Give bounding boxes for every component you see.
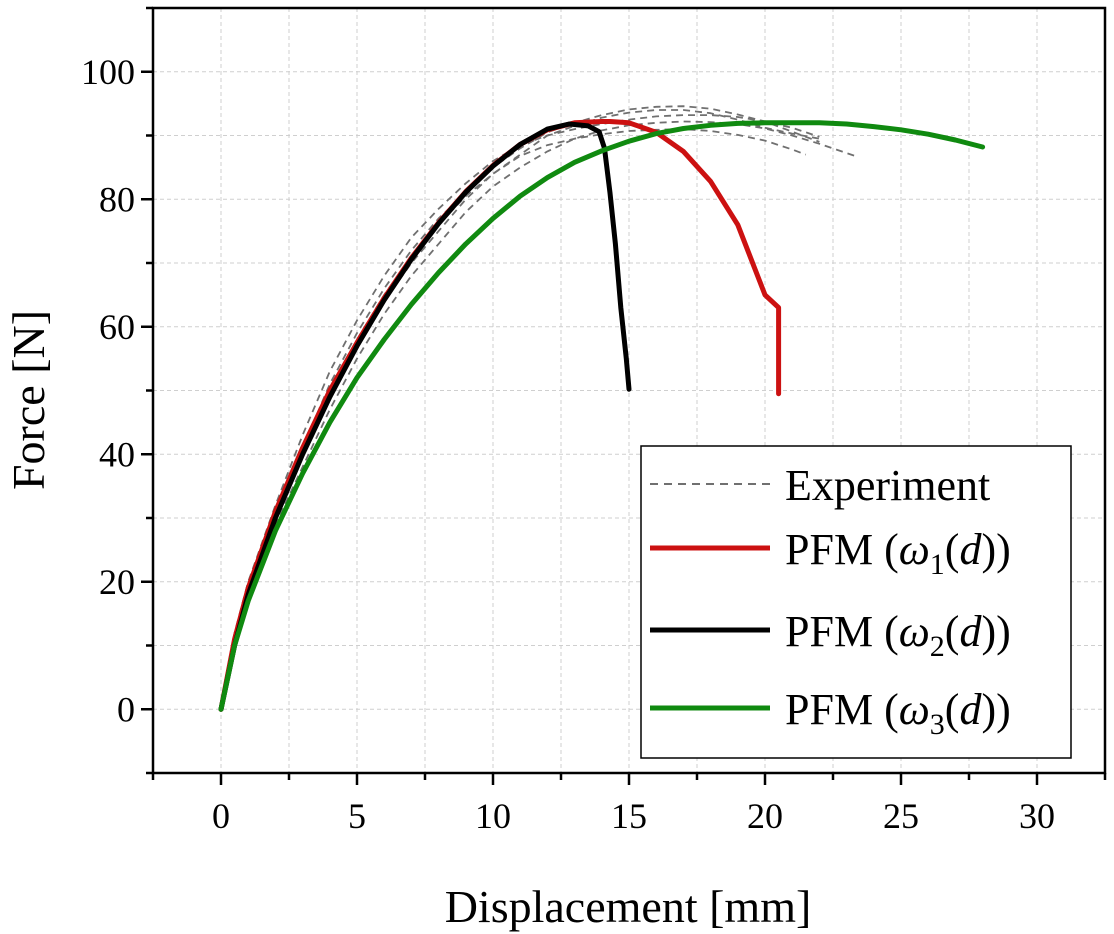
pfm-omega3-curve bbox=[218, 120, 986, 712]
y-tick-label: 0 bbox=[117, 689, 135, 729]
x-tick-label: 15 bbox=[611, 796, 647, 836]
legend-label-pfm-omega1: PFM (ω1(d)) bbox=[785, 525, 1011, 581]
legend: Experiment PFM (ω1(d)) PFM (ω2(d)) PFM (… bbox=[640, 445, 1072, 759]
x-tick-label: 5 bbox=[348, 796, 366, 836]
y-tick-label: 20 bbox=[99, 562, 135, 602]
experiment-curve-2 bbox=[220, 105, 820, 710]
y-axis-title: Force [N] bbox=[3, 310, 54, 490]
x-tick-label: 10 bbox=[475, 796, 511, 836]
y-tick-label: 40 bbox=[99, 434, 135, 474]
y-tick-label: 100 bbox=[81, 52, 135, 92]
x-tick-label: 0 bbox=[212, 796, 230, 836]
y-tick-label: 60 bbox=[99, 307, 135, 347]
x-tick-label: 20 bbox=[747, 796, 783, 836]
tick-labels: 0 5 10 15 20 25 30 0 20 40 60 80 100 bbox=[81, 52, 1055, 836]
x-tick-label: 25 bbox=[883, 796, 919, 836]
pfm-omega2-curve bbox=[218, 121, 632, 712]
legend-label-experiment: Experiment bbox=[785, 461, 990, 510]
legend-label-pfm-omega3: PFM (ω3(d)) bbox=[785, 685, 1011, 741]
axis-ticks bbox=[141, 6, 1107, 785]
plot-curves bbox=[218, 105, 986, 712]
legend-label-pfm-omega2: PFM (ω2(d)) bbox=[785, 607, 1011, 663]
x-axis-title: Displacement [mm] bbox=[445, 881, 812, 932]
x-tick-label: 30 bbox=[1019, 796, 1055, 836]
y-tick-label: 80 bbox=[99, 179, 135, 219]
